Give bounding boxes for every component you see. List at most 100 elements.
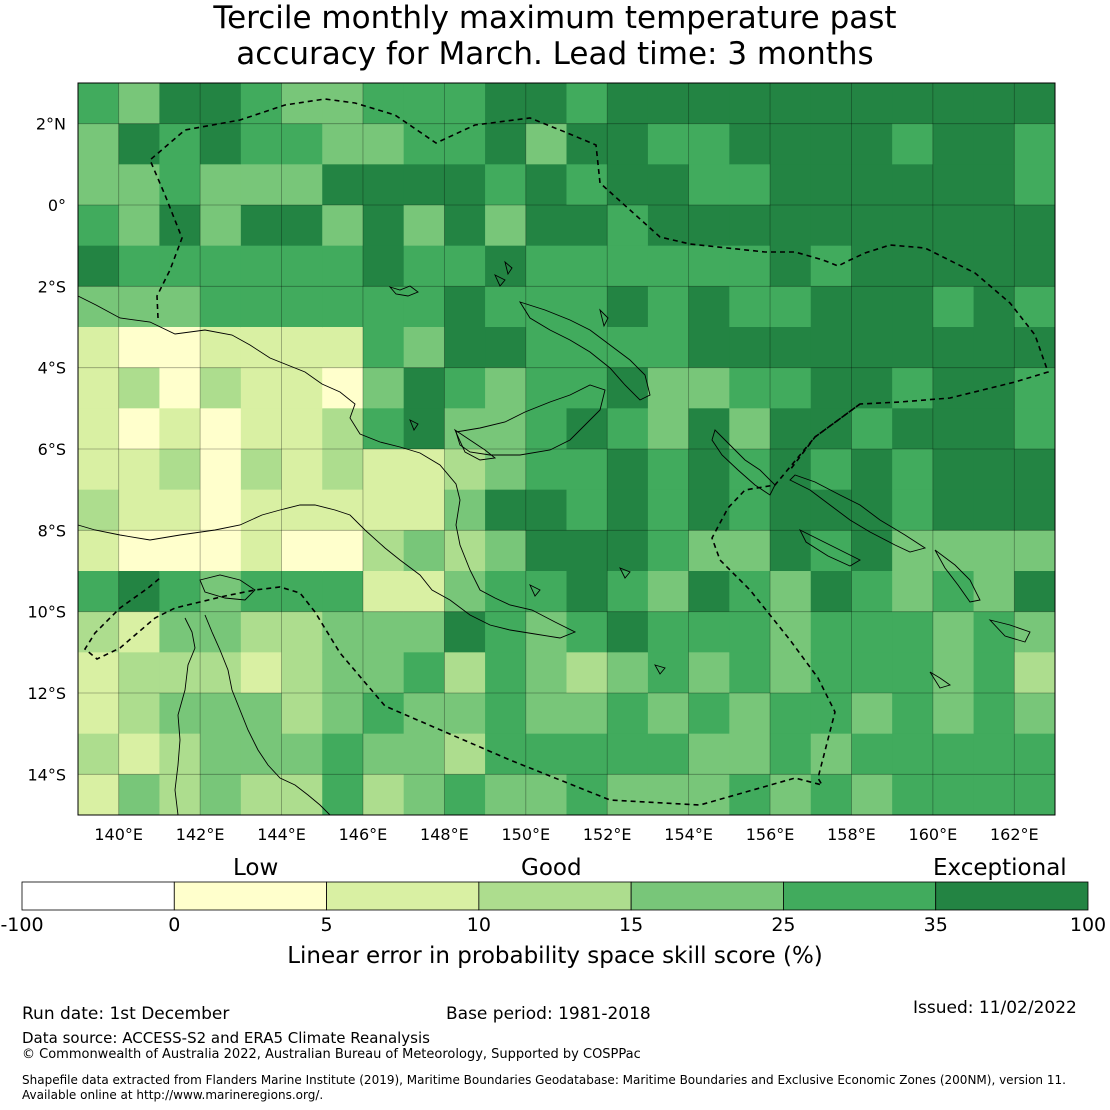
skill-cell	[647, 611, 690, 653]
skill-cell	[403, 164, 445, 206]
skill-cell	[1014, 83, 1056, 125]
skill-cell	[78, 83, 120, 125]
skill-cell	[647, 245, 690, 287]
skill-cell	[200, 327, 242, 369]
skill-cell	[444, 367, 486, 409]
skill-cell	[892, 449, 934, 491]
skill-cell	[851, 733, 893, 775]
skill-cell	[78, 733, 120, 775]
skill-cell	[688, 733, 730, 775]
skill-cell	[607, 286, 649, 328]
skill-cell	[240, 245, 283, 287]
skill-cell	[932, 449, 975, 491]
skill-cell	[810, 83, 852, 125]
skill-cell	[322, 571, 364, 613]
png-eez-boundary	[83, 98, 1050, 806]
skill-cell	[892, 286, 934, 328]
skill-cell	[78, 327, 120, 369]
skill-cell	[444, 83, 486, 125]
skill-cell	[485, 123, 527, 165]
map-border	[77, 82, 1056, 816]
skill-cell	[810, 652, 852, 694]
skill-cell	[892, 245, 934, 287]
skill-cell	[688, 408, 730, 450]
skill-cell	[322, 286, 364, 328]
skill-cell	[729, 530, 771, 572]
skill-cell	[729, 367, 771, 409]
skill-cell	[1014, 367, 1056, 409]
skill-cell	[78, 530, 120, 572]
skill-cell	[525, 449, 567, 491]
skill-cell	[1014, 693, 1056, 735]
skill-cell	[688, 774, 730, 816]
skill-cell	[607, 652, 649, 694]
skill-cell	[240, 693, 283, 735]
skill-cell	[1014, 286, 1056, 328]
skill-cell	[566, 286, 608, 328]
skill-cell	[485, 774, 527, 816]
skill-cell	[281, 327, 323, 369]
colorbar-tick: 10	[466, 914, 491, 936]
skill-cell	[892, 408, 934, 450]
skill-cell	[688, 652, 730, 694]
skill-cell	[729, 327, 771, 369]
colorbar-label-exceptional: Exceptional	[933, 855, 1067, 881]
colorbar-segment	[173, 881, 327, 911]
skill-cell	[932, 652, 975, 694]
skill-cell	[362, 327, 405, 369]
skill-cell	[566, 611, 608, 653]
skill-cell	[78, 693, 120, 735]
skill-cell	[851, 774, 893, 816]
title-line-1: Tercile monthly maximum temperature past	[213, 0, 897, 36]
lon-tick-label: 146°E	[339, 825, 388, 844]
skill-cell	[281, 245, 323, 287]
skill-cell	[78, 245, 120, 287]
skill-cell	[78, 164, 120, 206]
lat-tick-label: 8°S	[38, 521, 66, 540]
skill-cell	[159, 530, 201, 572]
skill-cell	[973, 164, 1015, 206]
new-britain-coast	[518, 301, 651, 401]
skill-cell	[932, 571, 975, 613]
skill-cell	[159, 571, 201, 613]
skill-cell	[281, 205, 323, 247]
skill-cell	[322, 205, 364, 247]
skill-cell	[240, 489, 283, 531]
skill-cell	[973, 327, 1015, 369]
skill-cell	[322, 693, 364, 735]
skill-cell	[281, 489, 323, 531]
lon-tick-label: 160°E	[909, 825, 958, 844]
skill-cell	[281, 164, 323, 206]
skill-cell	[932, 327, 975, 369]
skill-cell	[200, 164, 242, 206]
skill-cell	[322, 83, 364, 125]
skill-cell	[647, 327, 690, 369]
skill-cell	[566, 245, 608, 287]
skill-cell	[810, 327, 852, 369]
skill-cell	[159, 164, 201, 206]
skill-cell	[770, 489, 812, 531]
skill-cell	[607, 83, 649, 125]
skill-cell	[444, 286, 486, 328]
skill-cell	[403, 286, 445, 328]
skill-cell	[770, 774, 812, 816]
colorbar-segment	[478, 881, 632, 911]
skill-cell	[810, 489, 852, 531]
skill-cell	[240, 83, 283, 125]
skill-cell	[444, 693, 486, 735]
lon-tick-label: 142°E	[176, 825, 225, 844]
eez-boundaries	[83, 98, 1050, 806]
skill-cell	[851, 652, 893, 694]
skill-cell	[322, 774, 364, 816]
lat-tick-label: 12°S	[27, 684, 66, 703]
skill-cell	[159, 489, 201, 531]
skill-cell	[932, 611, 975, 653]
skill-cell	[118, 245, 160, 287]
skill-cell	[851, 693, 893, 735]
skill-cell	[118, 164, 160, 206]
skill-cell	[403, 245, 445, 287]
skill-cell	[200, 408, 242, 450]
lat-tick-label: 4°S	[38, 359, 66, 378]
skill-cell	[688, 327, 730, 369]
skill-cell	[688, 449, 730, 491]
